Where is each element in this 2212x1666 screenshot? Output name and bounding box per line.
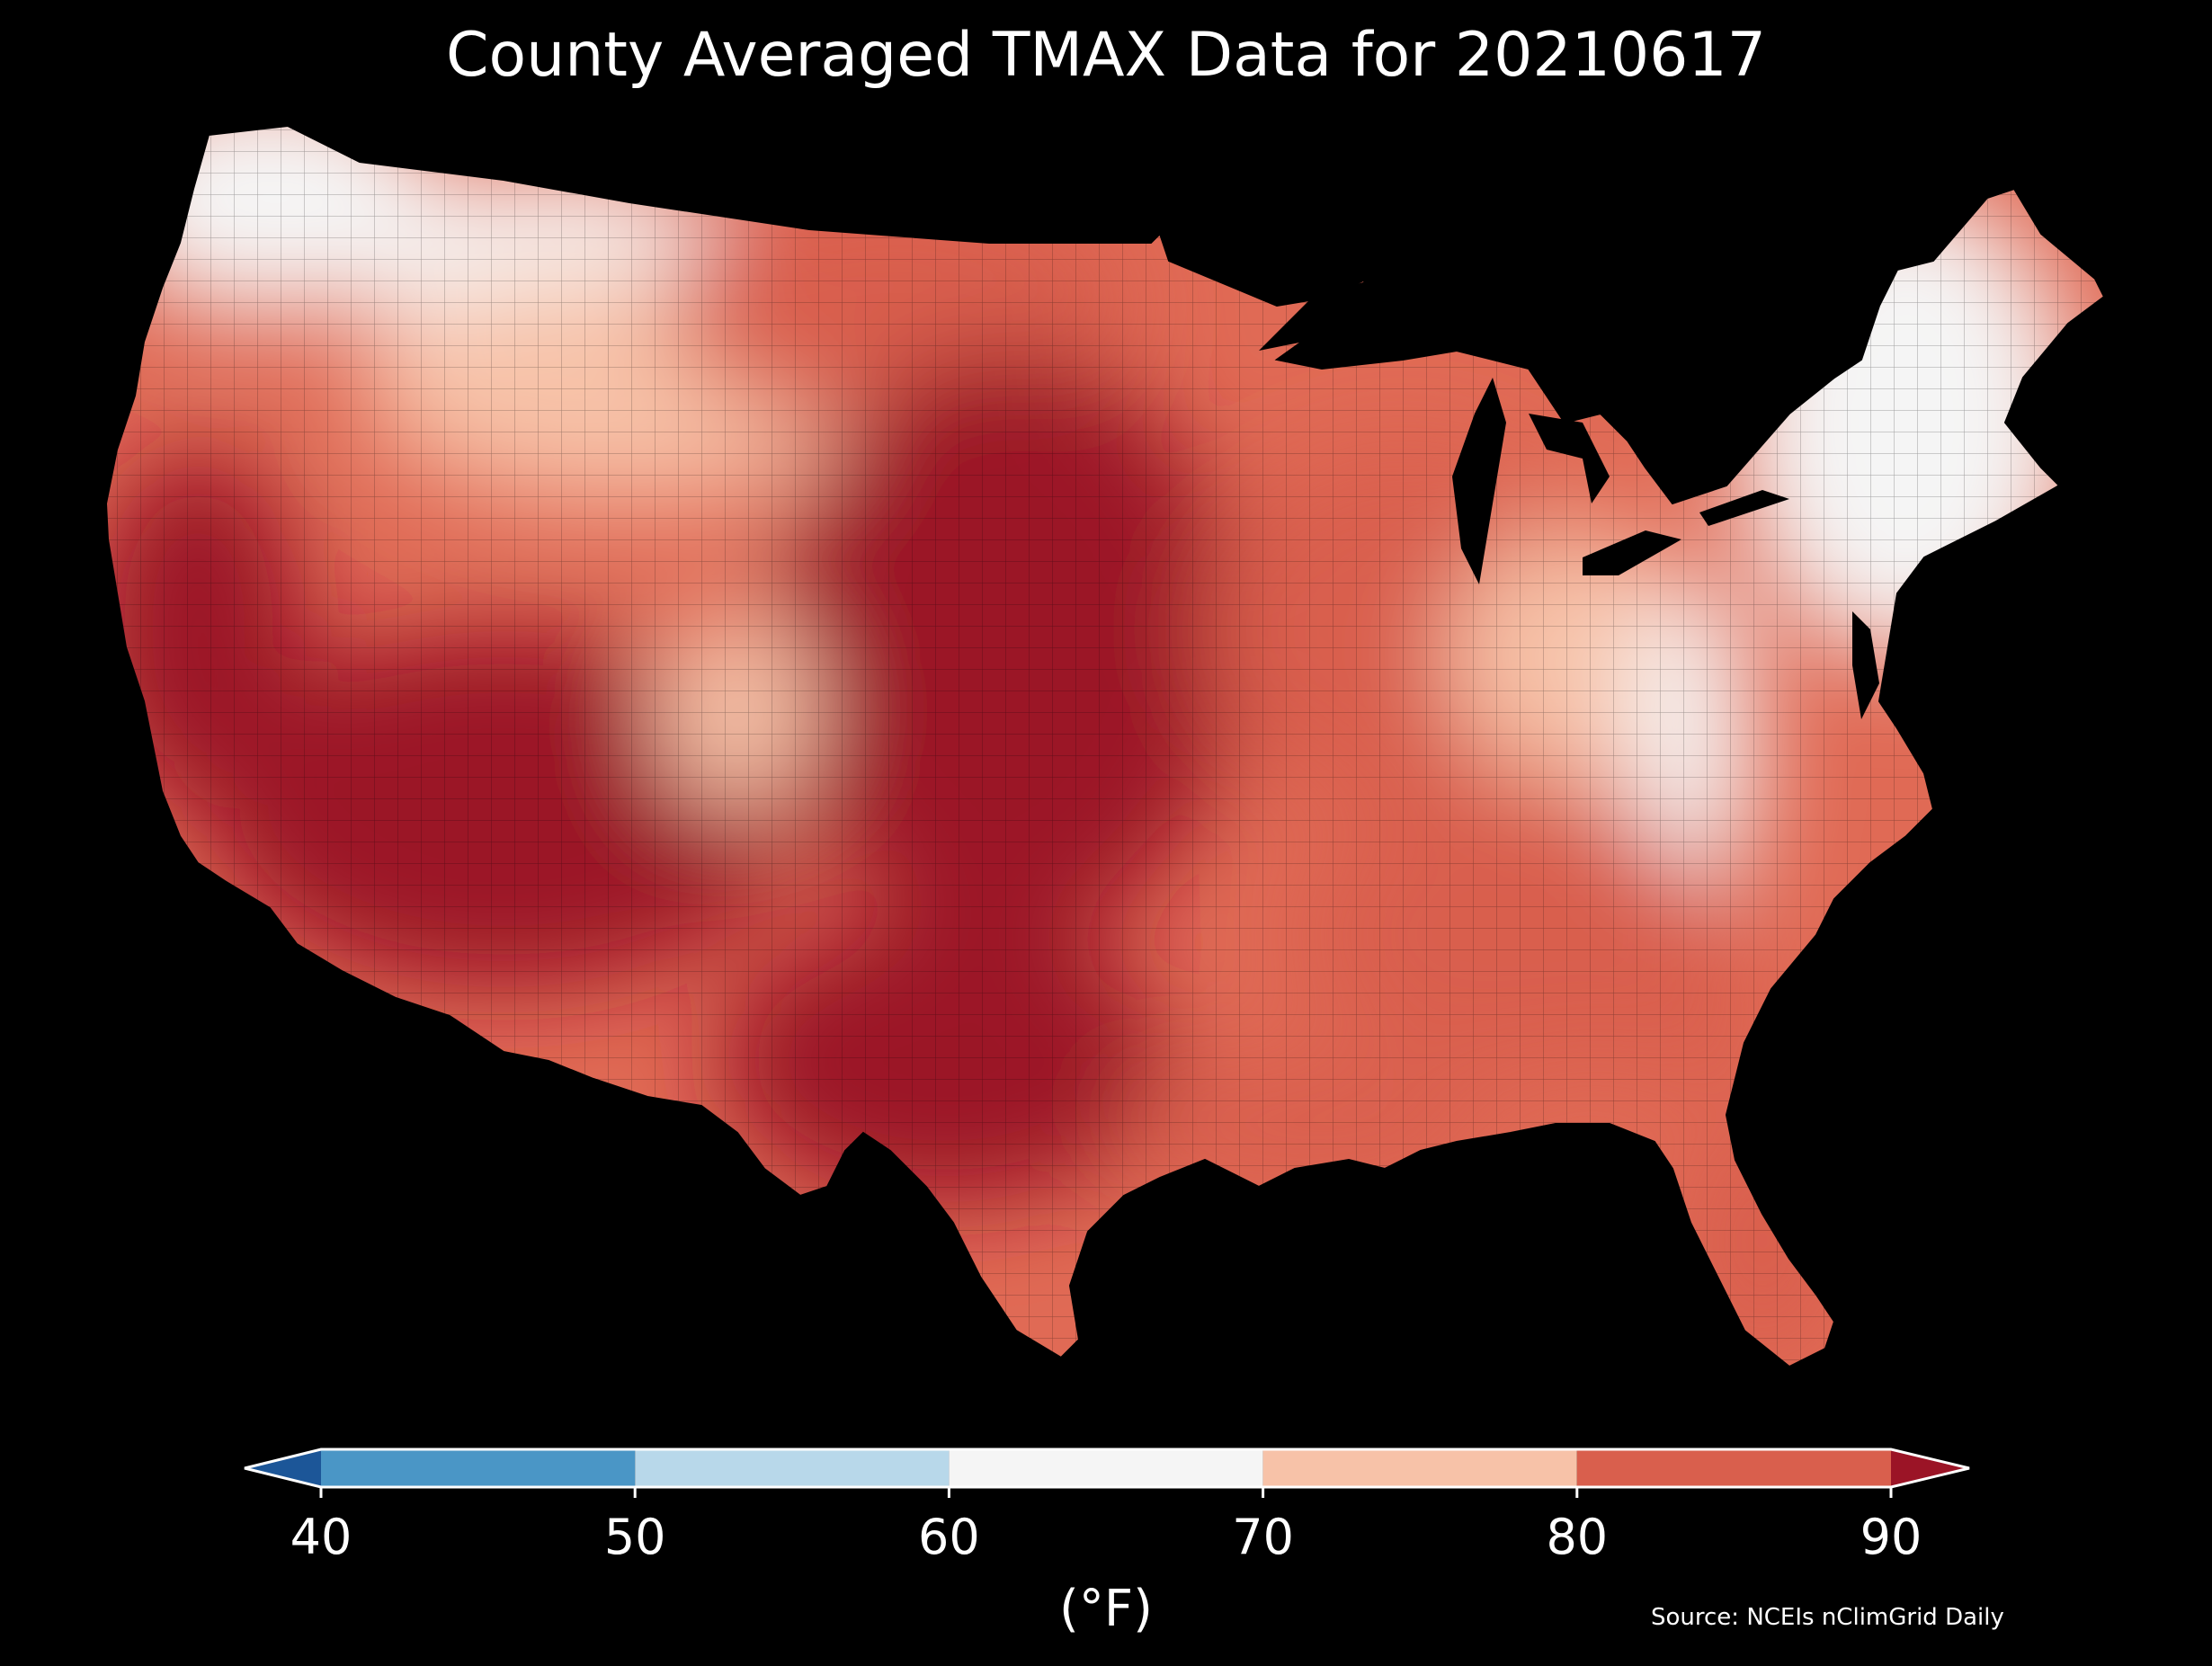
colorbar-bin-2	[949, 1449, 1263, 1487]
colorbar-bin-4	[1576, 1449, 1891, 1487]
colorbar-over-arrow	[1891, 1449, 1969, 1487]
colorbar-label: (°F)	[1059, 1580, 1153, 1638]
great-lakes	[1259, 279, 1879, 719]
colorbar-bin-1	[635, 1449, 950, 1487]
colorbar-bin-0	[321, 1449, 636, 1487]
colorbar-tick-label-5: 90	[1860, 1509, 1922, 1565]
colorbar-under-arrow	[245, 1449, 321, 1487]
colorbar-tick-label-2: 60	[918, 1509, 980, 1565]
colorbar-tick-label-0: 40	[290, 1509, 352, 1565]
colorbar-tick-label-3: 70	[1232, 1509, 1294, 1565]
colorbar-tick-label-4: 80	[1546, 1509, 1608, 1565]
colorbar-bin-3	[1262, 1449, 1577, 1487]
source-credit: Source: NCEIs nClimGrid Daily	[1651, 1604, 2004, 1631]
map-title: County Averaged TMAX Data for 20210617	[446, 20, 1766, 91]
colorbar-tick-label-1: 50	[604, 1509, 666, 1565]
